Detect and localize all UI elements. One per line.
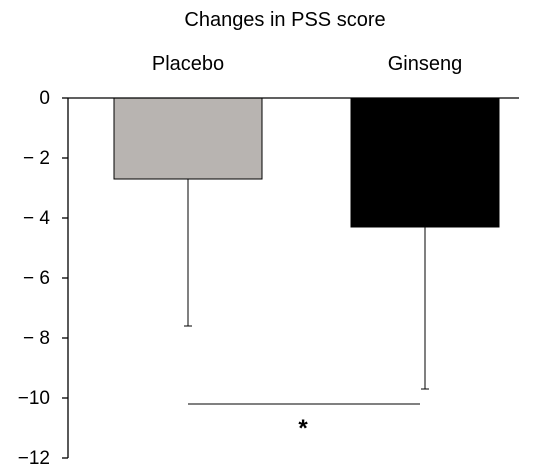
y-tick-label: − 4: [23, 208, 50, 229]
bar-placebo: [113, 97, 263, 180]
y-tick-label: − 6: [23, 268, 50, 289]
category-label-ginseng: Ginseng: [388, 53, 463, 75]
bar-ginseng: [350, 97, 500, 228]
y-tick-label: 0: [39, 88, 50, 109]
y-tick-label: −12: [18, 448, 50, 469]
significance-marker: *: [298, 415, 308, 442]
category-label-placebo: Placebo: [152, 53, 224, 75]
chart-title: Changes in PSS score: [184, 9, 385, 31]
y-tick-label: − 8: [23, 328, 50, 349]
plot-area: Placebo Ginseng 0 − 2 − 4 − 6 − 8 −10 −12 *: [18, 53, 519, 469]
y-tick-label: −10: [18, 388, 50, 409]
y-tick-label: − 2: [23, 148, 50, 169]
